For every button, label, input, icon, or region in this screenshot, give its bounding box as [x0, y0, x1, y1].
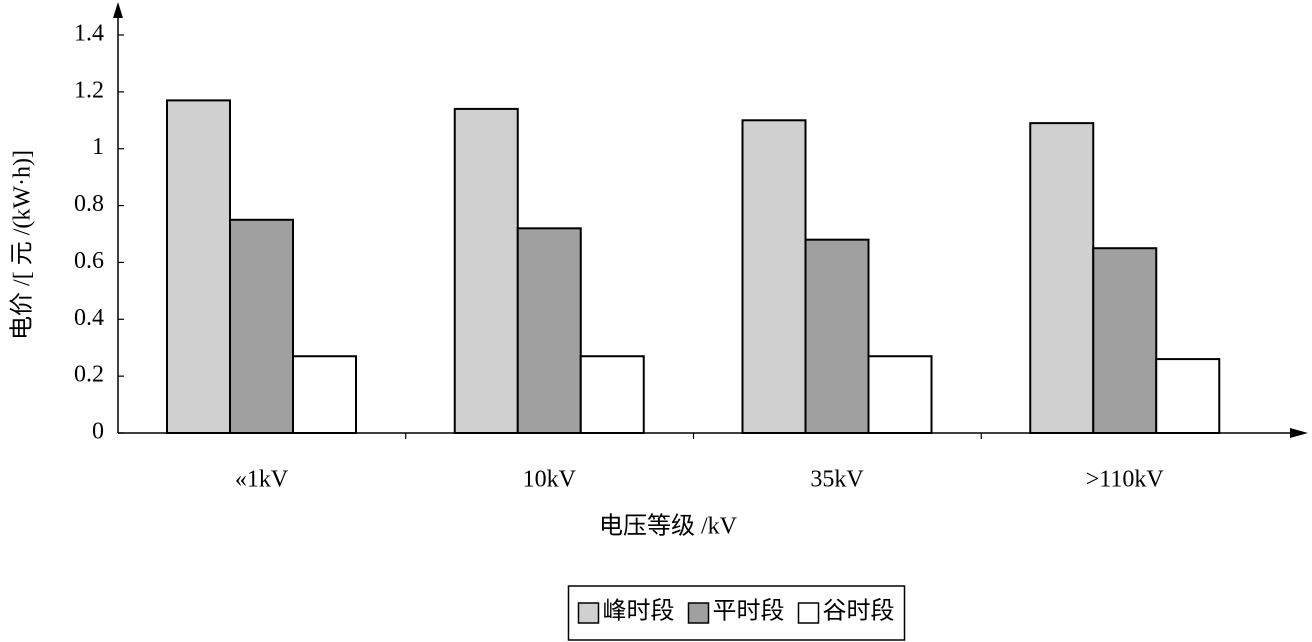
y-tick-label: 0.6 — [74, 248, 104, 274]
bar — [516, 227, 582, 434]
legend-label: 平时段 — [713, 598, 785, 625]
x-tick-label: 10kV — [523, 467, 577, 493]
x-tick-label: «1kV — [235, 467, 289, 493]
legend-label: 谷时段 — [823, 598, 895, 625]
legend-swatch — [687, 602, 710, 624]
legend-swatch — [577, 602, 600, 624]
bar — [292, 355, 357, 434]
bar — [1155, 358, 1221, 435]
bar — [453, 107, 519, 435]
x-axis-label: 电压等级 /kV — [599, 513, 738, 540]
bar — [1029, 122, 1095, 434]
y-tick-label: 0.2 — [74, 362, 104, 388]
x-tick-label: 35kV — [810, 467, 864, 493]
y-axis-label: 电价 /[ 元 /(kW·h)] — [9, 150, 36, 340]
bar — [804, 238, 870, 434]
legend-swatch — [797, 602, 820, 624]
x-axis-arrow — [1290, 428, 1308, 438]
bar — [579, 355, 645, 434]
bar — [229, 218, 294, 434]
y-tick-label: 1.2 — [74, 77, 104, 103]
y-tick-label: 0 — [92, 419, 104, 445]
x-tick-label: >110kV — [1086, 467, 1165, 493]
y-tick-label: 0.8 — [74, 191, 104, 217]
legend-label: 峰时段 — [603, 598, 675, 625]
y-tick-label: 1.4 — [74, 21, 104, 47]
bar — [867, 355, 933, 434]
y-axis-arrow — [113, 2, 123, 18]
bar — [741, 119, 807, 435]
bar — [166, 99, 231, 434]
y-tick-label: 1 — [92, 134, 104, 160]
y-tick-label: 0.4 — [74, 305, 104, 331]
legend-box — [567, 585, 906, 641]
bar — [1092, 247, 1158, 434]
